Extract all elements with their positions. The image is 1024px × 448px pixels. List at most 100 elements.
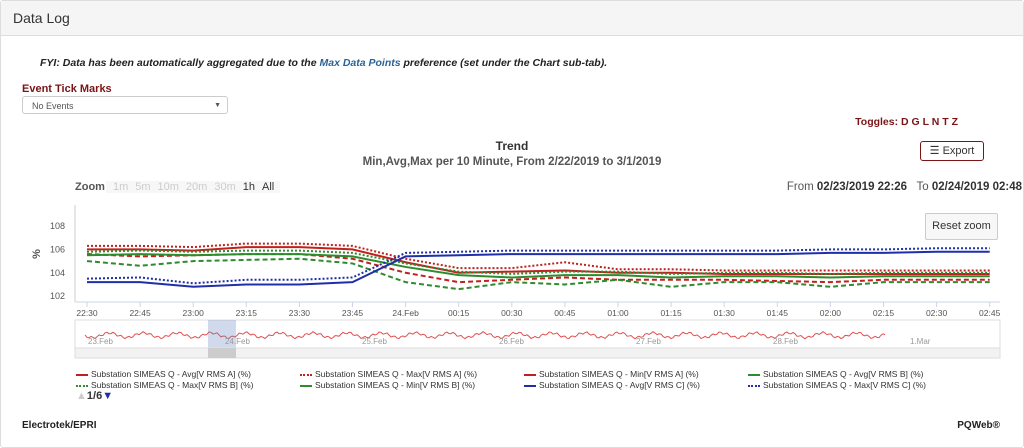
legend-label: Substation SIMEAS Q - Max[V RMS B] (%) [91, 380, 254, 390]
x-tick-label: 00:45 [554, 308, 576, 318]
x-tick-label: 02:15 [873, 308, 895, 318]
zoom-option-5m[interactable]: 5m [132, 181, 154, 193]
legend-symbol [300, 373, 312, 376]
date-range: From 02/23/2019 22:26 To 02/24/2019 02:4… [787, 181, 1022, 193]
series-line [86, 247, 990, 285]
notice-text-end: preference (set under the Chart sub-tab)… [400, 57, 608, 69]
scrollbar[interactable] [74, 347, 1001, 359]
zoom-option-20m[interactable]: 20m [182, 181, 211, 193]
y-tick-label: 102 [50, 291, 65, 301]
x-tick-label: 22:45 [129, 308, 151, 318]
x-tick-label: 02:00 [820, 308, 842, 318]
zoom-label: Zoom [75, 181, 105, 193]
legend-item[interactable]: Substation SIMEAS Q - Max[V RMS C] (%) [748, 380, 926, 390]
from-label: From [786, 181, 814, 193]
navigator-label: 23.Feb [88, 337, 113, 346]
legend-label: Substation SIMEAS Q - Avg[V RMS B] (%) [763, 369, 924, 379]
legend-item[interactable]: Substation SIMEAS Q - Avg[V RMS B] (%) [748, 369, 923, 379]
x-tick-label: 23:00 [183, 308, 205, 318]
legend-item[interactable]: Substation SIMEAS Q - Avg[V RMS A] (%) [76, 369, 251, 379]
x-tick-label: 23:45 [342, 308, 364, 318]
series-line [87, 246, 990, 275]
toggles[interactable]: Toggles: D G L N T Z [855, 116, 958, 128]
legend-symbol [524, 373, 536, 376]
chart-title: Trend [495, 139, 529, 153]
select-value: No Events [32, 101, 74, 111]
navigator-label: 26.Feb [499, 337, 524, 346]
y-tick-label: 106 [50, 244, 65, 254]
legend-item[interactable]: Substation SIMEAS Q - Min[V RMS B] (%) [300, 380, 475, 390]
footer-left: Electrotek/EPRI [22, 420, 97, 431]
zoom-option-All[interactable]: All [258, 181, 278, 193]
pager-up-icon[interactable]: ▲ [76, 390, 87, 402]
x-tick-label: 23:15 [236, 308, 258, 318]
menu-icon: ☰ [929, 145, 940, 157]
footer-right: PQWeb® [957, 420, 1000, 431]
panel-title: Data Log [1, 1, 1023, 36]
reset-zoom-button[interactable]: Reset zoom [925, 213, 998, 240]
scrollbar-thumb[interactable] [208, 348, 236, 358]
x-tick-label: 00:15 [448, 308, 470, 318]
to-input[interactable]: 02/24/2019 02:48 [931, 181, 1022, 193]
event-tick-marks-label: Event Tick Marks [22, 83, 112, 95]
legend-label: Substation SIMEAS Q - Min[V RMS B] (%) [315, 380, 476, 390]
legend-label: Substation SIMEAS Q - Avg[V RMS A] (%) [91, 369, 251, 379]
legend-label: Substation SIMEAS Q - Avg[V RMS C] (%) [539, 380, 700, 390]
to-label: To [916, 181, 929, 193]
series-line [86, 257, 990, 291]
event-tick-marks-select[interactable]: No Events ▼ [22, 96, 228, 114]
series-line [86, 253, 990, 279]
legend-item[interactable]: Substation SIMEAS Q - Min[V RMS A] (%) [524, 369, 699, 379]
x-tick-label: 01:00 [607, 308, 629, 318]
x-tick-label: 23:30 [289, 308, 311, 318]
legend-symbol [748, 384, 760, 387]
legend-item[interactable]: Substation SIMEAS Q - Max[V RMS B] (%) [76, 380, 254, 390]
zoom-option-30m[interactable]: 30m [211, 181, 239, 193]
navigator-label: 27.Feb [636, 337, 661, 346]
from-input[interactable]: 02/23/2019 22:26 [816, 181, 908, 193]
y-tick-label: 104 [50, 268, 65, 278]
zoom-selector: Zoom 1m 5m 10m 20m 30m 1h All [75, 181, 281, 193]
aggregation-notice: FYI: Data has been automatically aggrega… [40, 57, 607, 69]
legend-item[interactable]: Substation SIMEAS Q - Avg[V RMS C] (%) [524, 380, 700, 390]
x-tick-label: 02:45 [979, 308, 1001, 318]
legend-item[interactable]: Substation SIMEAS Q - Max[V RMS A] (%) [300, 369, 477, 379]
series-line [86, 249, 990, 275]
notice-text: FYI: Data has been automatically aggrega… [40, 57, 320, 69]
caret-down-icon: ▼ [214, 102, 221, 109]
navigator-label: 28.Feb [773, 337, 798, 346]
legend-label: Substation SIMEAS Q - Max[V RMS A] (%) [315, 369, 478, 379]
legend-symbol [524, 384, 536, 387]
x-tick-label: 01:15 [660, 308, 682, 318]
x-tick-label: 22:30 [76, 308, 98, 318]
x-tick-label: 01:45 [767, 308, 789, 318]
series-line [87, 242, 990, 272]
zoom-option-1m[interactable]: 1m [109, 181, 132, 193]
export-button[interactable]: ☰ Export [920, 141, 984, 161]
x-tick-label: 24.Feb [392, 308, 419, 318]
pager-down-icon[interactable]: ▼ [102, 390, 114, 402]
pager-text: 1/6 [86, 390, 103, 402]
max-data-points-link[interactable]: Max Data Points [319, 57, 401, 69]
zoom-option-10m[interactable]: 10m [154, 181, 182, 193]
y-axis-label: % [31, 249, 43, 259]
x-tick-label: 02:30 [926, 308, 948, 318]
navigator [74, 319, 1001, 349]
chart-subtitle: Min,Avg,Max per 10 Minute, From 2/22/201… [362, 156, 662, 168]
series-line [87, 250, 990, 288]
zoom-option-1h[interactable]: 1h [239, 181, 258, 193]
legend-pager: ▲1/6▼ [76, 390, 113, 402]
navigator-label: 24.Feb [225, 337, 250, 346]
legend-symbol [76, 384, 88, 387]
navigator-label: 1.Mar [910, 337, 931, 346]
navigator-label: 25.Feb [362, 337, 387, 346]
legend-symbol [300, 384, 312, 387]
x-tick-label: 00:30 [501, 308, 523, 318]
navigator-series [84, 331, 886, 340]
x-tick-label: 01:30 [714, 308, 736, 318]
export-label: Export [942, 145, 975, 157]
legend-symbol [748, 373, 760, 376]
series-line [86, 253, 990, 284]
